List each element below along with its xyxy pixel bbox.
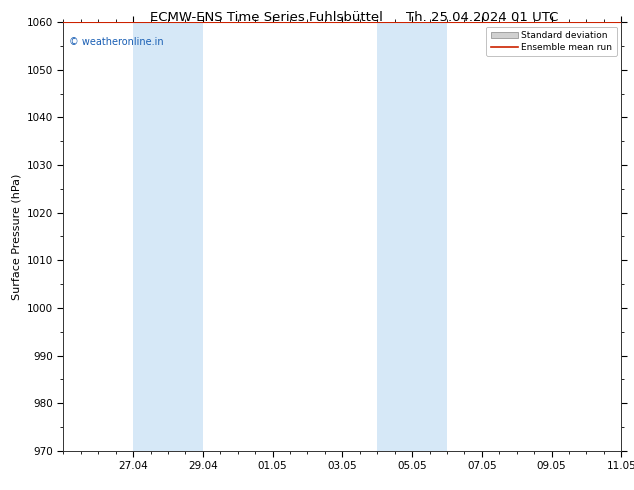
Text: ECMW-ENS Time Series Fuhlsbüttel: ECMW-ENS Time Series Fuhlsbüttel — [150, 11, 383, 24]
Bar — [133, 22, 203, 451]
Y-axis label: Surface Pressure (hPa): Surface Pressure (hPa) — [11, 173, 21, 299]
Text: Th. 25.04.2024 01 UTC: Th. 25.04.2024 01 UTC — [406, 11, 558, 24]
Bar — [377, 22, 447, 451]
Text: © weatheronline.in: © weatheronline.in — [69, 37, 164, 47]
Legend: Standard deviation, Ensemble mean run: Standard deviation, Ensemble mean run — [486, 26, 617, 56]
